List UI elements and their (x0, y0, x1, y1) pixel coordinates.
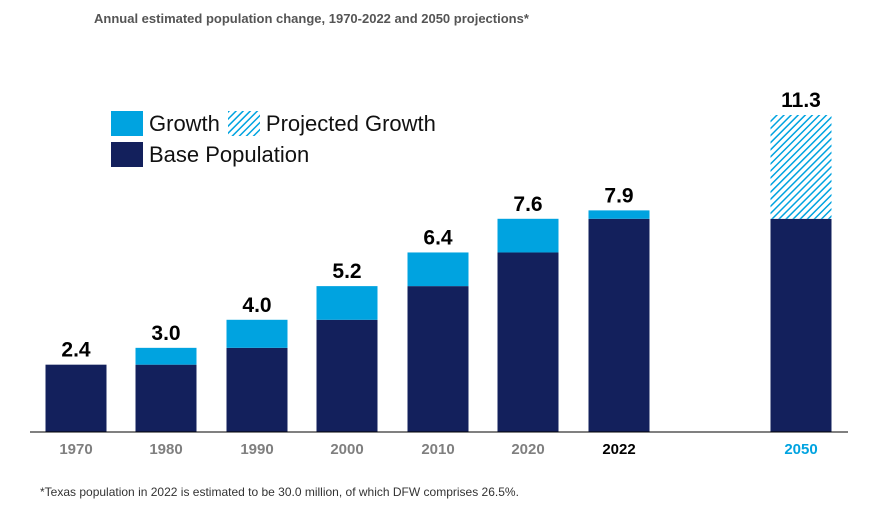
chart-title: Annual estimated population change, 1970… (94, 11, 529, 26)
bar-base-population-2022 (588, 218, 650, 432)
bar-growth-1980 (135, 347, 197, 365)
legend-item-base-population: Base Population (111, 142, 309, 168)
bar-base-population-2020 (497, 252, 559, 432)
x-tick-label-2000: 2000 (330, 441, 363, 458)
data-label-1970: 2.4 (61, 339, 91, 362)
bar-growth-2020 (497, 218, 559, 253)
data-label-2000: 5.2 (332, 260, 361, 283)
legend-swatch-base-population (111, 142, 143, 167)
bar-growth-2000 (316, 286, 378, 320)
data-label-1980: 3.0 (151, 322, 180, 345)
bar-growth-2022 (588, 210, 650, 219)
x-tick-label-2050: 2050 (784, 441, 817, 458)
legend: Growth Projected Growth Base Population (111, 108, 444, 170)
bar-growth-1990 (226, 319, 288, 348)
bar-base-population-2050 (770, 218, 832, 432)
bar-base-population-2000 (316, 319, 378, 432)
footnote: *Texas population in 2022 is estimated t… (40, 485, 519, 499)
legend-label-growth: Growth (149, 110, 220, 136)
x-tick-label-1980: 1980 (149, 441, 182, 458)
data-label-2022: 7.9 (604, 184, 633, 207)
legend-item-projected-growth: Projected Growth (227, 110, 436, 137)
legend-swatch-projected-growth (227, 111, 260, 136)
data-label-2010: 6.4 (423, 226, 453, 249)
x-tick-label-2010: 2010 (421, 441, 454, 458)
legend-label-base-population: Base Population (149, 141, 310, 167)
data-label-2050: 11.3 (781, 89, 821, 112)
bar-base-population-1990 (226, 347, 288, 432)
legend-swatch-growth (111, 111, 143, 136)
x-tick-label-1990: 1990 (240, 441, 273, 458)
bar-base-population-1980 (135, 364, 197, 432)
legend-label-projected-growth: Projected Growth (265, 110, 436, 136)
bar-base-population-1970 (45, 364, 107, 432)
x-tick-label-2022: 2022 (602, 441, 635, 458)
bar-base-population-2010 (407, 286, 469, 432)
data-label-2020: 7.6 (513, 193, 542, 216)
bar-growth-2010 (407, 252, 469, 287)
bar-projected-growth-2050 (770, 115, 832, 219)
x-tick-label-1970: 1970 (59, 441, 92, 458)
x-tick-label-2020: 2020 (511, 441, 544, 458)
data-label-1990: 4.0 (242, 294, 271, 317)
legend-item-growth: Growth (111, 111, 220, 137)
